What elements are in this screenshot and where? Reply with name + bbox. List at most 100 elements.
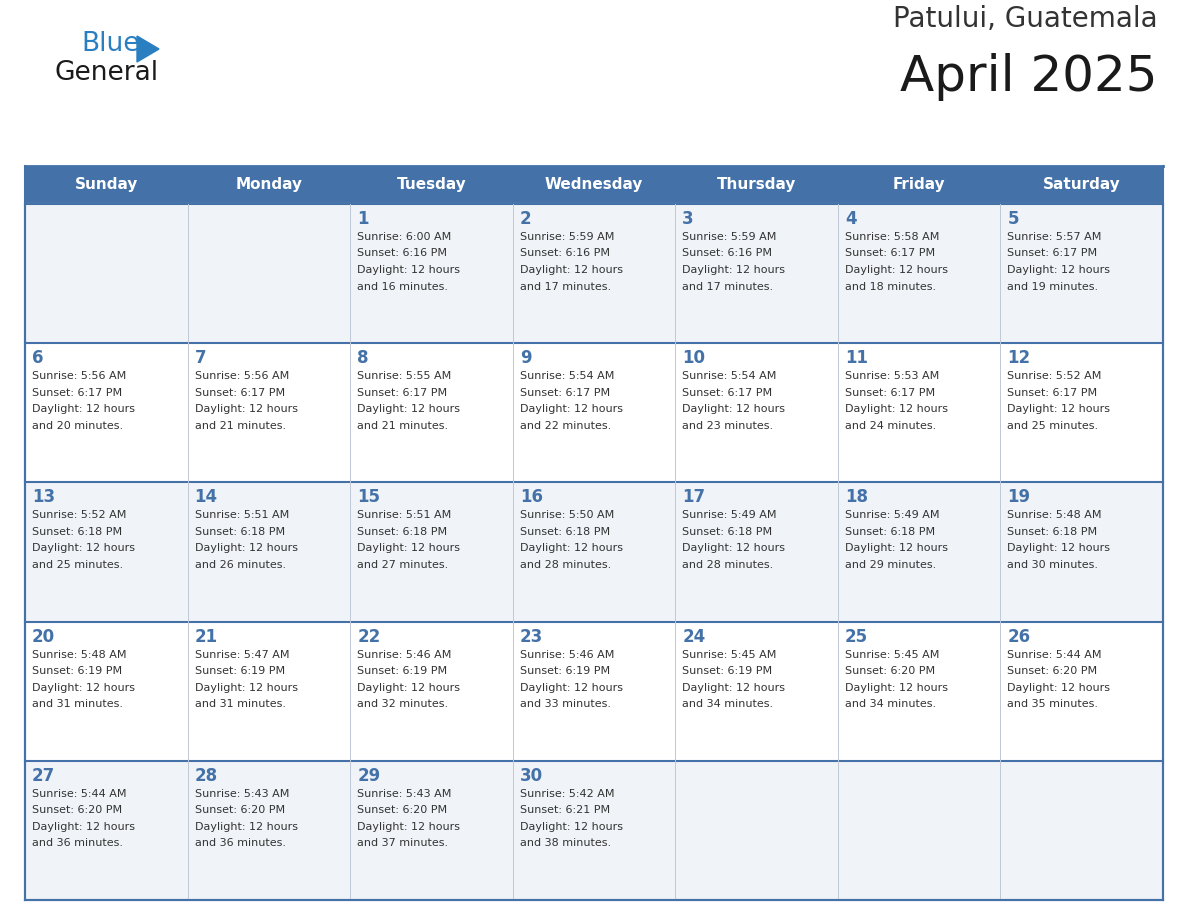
Text: Sunrise: 5:49 AM: Sunrise: 5:49 AM xyxy=(682,510,777,521)
Text: Daylight: 12 hours: Daylight: 12 hours xyxy=(519,683,623,692)
Text: Sunset: 6:20 PM: Sunset: 6:20 PM xyxy=(32,805,122,815)
Text: Sunrise: 5:54 AM: Sunrise: 5:54 AM xyxy=(519,371,614,381)
Text: and 23 minutes.: and 23 minutes. xyxy=(682,420,773,431)
Text: 1: 1 xyxy=(358,210,368,228)
Text: Daylight: 12 hours: Daylight: 12 hours xyxy=(358,543,460,554)
Text: 2: 2 xyxy=(519,210,531,228)
Text: and 26 minutes.: and 26 minutes. xyxy=(195,560,285,570)
Text: Sunset: 6:20 PM: Sunset: 6:20 PM xyxy=(845,666,935,676)
Text: Daylight: 12 hours: Daylight: 12 hours xyxy=(519,822,623,832)
Text: 14: 14 xyxy=(195,488,217,507)
Text: Patului, Guatemala: Patului, Guatemala xyxy=(893,5,1158,33)
Text: and 38 minutes.: and 38 minutes. xyxy=(519,838,611,848)
Text: Sunrise: 5:43 AM: Sunrise: 5:43 AM xyxy=(195,789,289,799)
Text: 3: 3 xyxy=(682,210,694,228)
Text: 29: 29 xyxy=(358,767,380,785)
Text: and 29 minutes.: and 29 minutes. xyxy=(845,560,936,570)
Text: Sunset: 6:19 PM: Sunset: 6:19 PM xyxy=(682,666,772,676)
Bar xyxy=(25,343,1163,482)
Text: Sunrise: 5:51 AM: Sunrise: 5:51 AM xyxy=(195,510,289,521)
Text: and 22 minutes.: and 22 minutes. xyxy=(519,420,611,431)
Text: Daylight: 12 hours: Daylight: 12 hours xyxy=(358,404,460,414)
Text: Daylight: 12 hours: Daylight: 12 hours xyxy=(845,683,948,692)
Bar xyxy=(188,166,350,204)
Polygon shape xyxy=(137,36,159,62)
Text: Tuesday: Tuesday xyxy=(397,177,467,193)
Text: Sunrise: 5:51 AM: Sunrise: 5:51 AM xyxy=(358,510,451,521)
Text: Blue: Blue xyxy=(81,31,139,57)
Text: Daylight: 12 hours: Daylight: 12 hours xyxy=(32,683,135,692)
Text: Sunrise: 5:42 AM: Sunrise: 5:42 AM xyxy=(519,789,614,799)
Text: 22: 22 xyxy=(358,628,380,645)
Text: Sunday: Sunday xyxy=(75,177,138,193)
Text: Sunrise: 5:55 AM: Sunrise: 5:55 AM xyxy=(358,371,451,381)
Text: Sunset: 6:17 PM: Sunset: 6:17 PM xyxy=(1007,249,1098,259)
Text: 21: 21 xyxy=(195,628,217,645)
Text: Sunrise: 5:45 AM: Sunrise: 5:45 AM xyxy=(845,650,940,660)
Bar xyxy=(25,621,1163,761)
Text: and 28 minutes.: and 28 minutes. xyxy=(519,560,611,570)
Bar xyxy=(25,761,1163,900)
Text: and 27 minutes.: and 27 minutes. xyxy=(358,560,448,570)
Text: Sunrise: 5:48 AM: Sunrise: 5:48 AM xyxy=(32,650,126,660)
Text: and 34 minutes.: and 34 minutes. xyxy=(845,700,936,709)
Text: and 21 minutes.: and 21 minutes. xyxy=(195,420,285,431)
Text: 15: 15 xyxy=(358,488,380,507)
Text: Sunset: 6:18 PM: Sunset: 6:18 PM xyxy=(682,527,772,537)
Text: Wednesday: Wednesday xyxy=(545,177,643,193)
Text: and 21 minutes.: and 21 minutes. xyxy=(358,420,448,431)
Text: and 17 minutes.: and 17 minutes. xyxy=(519,282,611,292)
Text: Sunset: 6:18 PM: Sunset: 6:18 PM xyxy=(1007,527,1098,537)
Text: General: General xyxy=(55,60,159,86)
Text: Sunrise: 5:59 AM: Sunrise: 5:59 AM xyxy=(682,232,777,242)
Text: Sunset: 6:19 PM: Sunset: 6:19 PM xyxy=(358,666,447,676)
Text: and 28 minutes.: and 28 minutes. xyxy=(682,560,773,570)
Text: 6: 6 xyxy=(32,349,44,367)
Text: Monday: Monday xyxy=(235,177,303,193)
Text: Daylight: 12 hours: Daylight: 12 hours xyxy=(32,822,135,832)
Text: Daylight: 12 hours: Daylight: 12 hours xyxy=(1007,265,1111,275)
Text: Daylight: 12 hours: Daylight: 12 hours xyxy=(1007,683,1111,692)
Text: Sunset: 6:17 PM: Sunset: 6:17 PM xyxy=(1007,387,1098,397)
Text: 5: 5 xyxy=(1007,210,1019,228)
Text: Sunrise: 5:52 AM: Sunrise: 5:52 AM xyxy=(1007,371,1101,381)
Text: Thursday: Thursday xyxy=(716,177,796,193)
Text: Sunset: 6:21 PM: Sunset: 6:21 PM xyxy=(519,805,609,815)
Text: Sunset: 6:17 PM: Sunset: 6:17 PM xyxy=(358,387,447,397)
Text: and 32 minutes.: and 32 minutes. xyxy=(358,700,448,709)
Text: Sunset: 6:17 PM: Sunset: 6:17 PM xyxy=(32,387,122,397)
Text: and 36 minutes.: and 36 minutes. xyxy=(195,838,285,848)
Text: Daylight: 12 hours: Daylight: 12 hours xyxy=(845,543,948,554)
Text: Daylight: 12 hours: Daylight: 12 hours xyxy=(1007,404,1111,414)
Text: Sunrise: 5:43 AM: Sunrise: 5:43 AM xyxy=(358,789,451,799)
Text: and 34 minutes.: and 34 minutes. xyxy=(682,700,773,709)
Text: 30: 30 xyxy=(519,767,543,785)
Text: Sunset: 6:17 PM: Sunset: 6:17 PM xyxy=(519,387,609,397)
Text: 26: 26 xyxy=(1007,628,1030,645)
Text: April 2025: April 2025 xyxy=(901,53,1158,101)
Text: Daylight: 12 hours: Daylight: 12 hours xyxy=(682,404,785,414)
Text: 7: 7 xyxy=(195,349,207,367)
Text: Daylight: 12 hours: Daylight: 12 hours xyxy=(358,683,460,692)
Text: 25: 25 xyxy=(845,628,868,645)
Text: Sunrise: 5:44 AM: Sunrise: 5:44 AM xyxy=(32,789,126,799)
Text: Daylight: 12 hours: Daylight: 12 hours xyxy=(195,543,297,554)
Text: 24: 24 xyxy=(682,628,706,645)
Text: and 31 minutes.: and 31 minutes. xyxy=(32,700,124,709)
Text: 19: 19 xyxy=(1007,488,1030,507)
Text: Sunset: 6:17 PM: Sunset: 6:17 PM xyxy=(195,387,285,397)
Text: Saturday: Saturday xyxy=(1043,177,1120,193)
Text: Sunset: 6:18 PM: Sunset: 6:18 PM xyxy=(519,527,609,537)
Text: Sunset: 6:18 PM: Sunset: 6:18 PM xyxy=(845,527,935,537)
Text: Sunrise: 5:45 AM: Sunrise: 5:45 AM xyxy=(682,650,777,660)
Text: and 16 minutes.: and 16 minutes. xyxy=(358,282,448,292)
Text: Sunrise: 5:56 AM: Sunrise: 5:56 AM xyxy=(32,371,126,381)
Text: 4: 4 xyxy=(845,210,857,228)
Text: Daylight: 12 hours: Daylight: 12 hours xyxy=(32,543,135,554)
Text: and 37 minutes.: and 37 minutes. xyxy=(358,838,448,848)
Text: Sunrise: 5:57 AM: Sunrise: 5:57 AM xyxy=(1007,232,1101,242)
Text: Daylight: 12 hours: Daylight: 12 hours xyxy=(195,404,297,414)
Bar xyxy=(1000,166,1163,204)
Text: Sunset: 6:20 PM: Sunset: 6:20 PM xyxy=(195,805,285,815)
Text: and 19 minutes.: and 19 minutes. xyxy=(1007,282,1099,292)
